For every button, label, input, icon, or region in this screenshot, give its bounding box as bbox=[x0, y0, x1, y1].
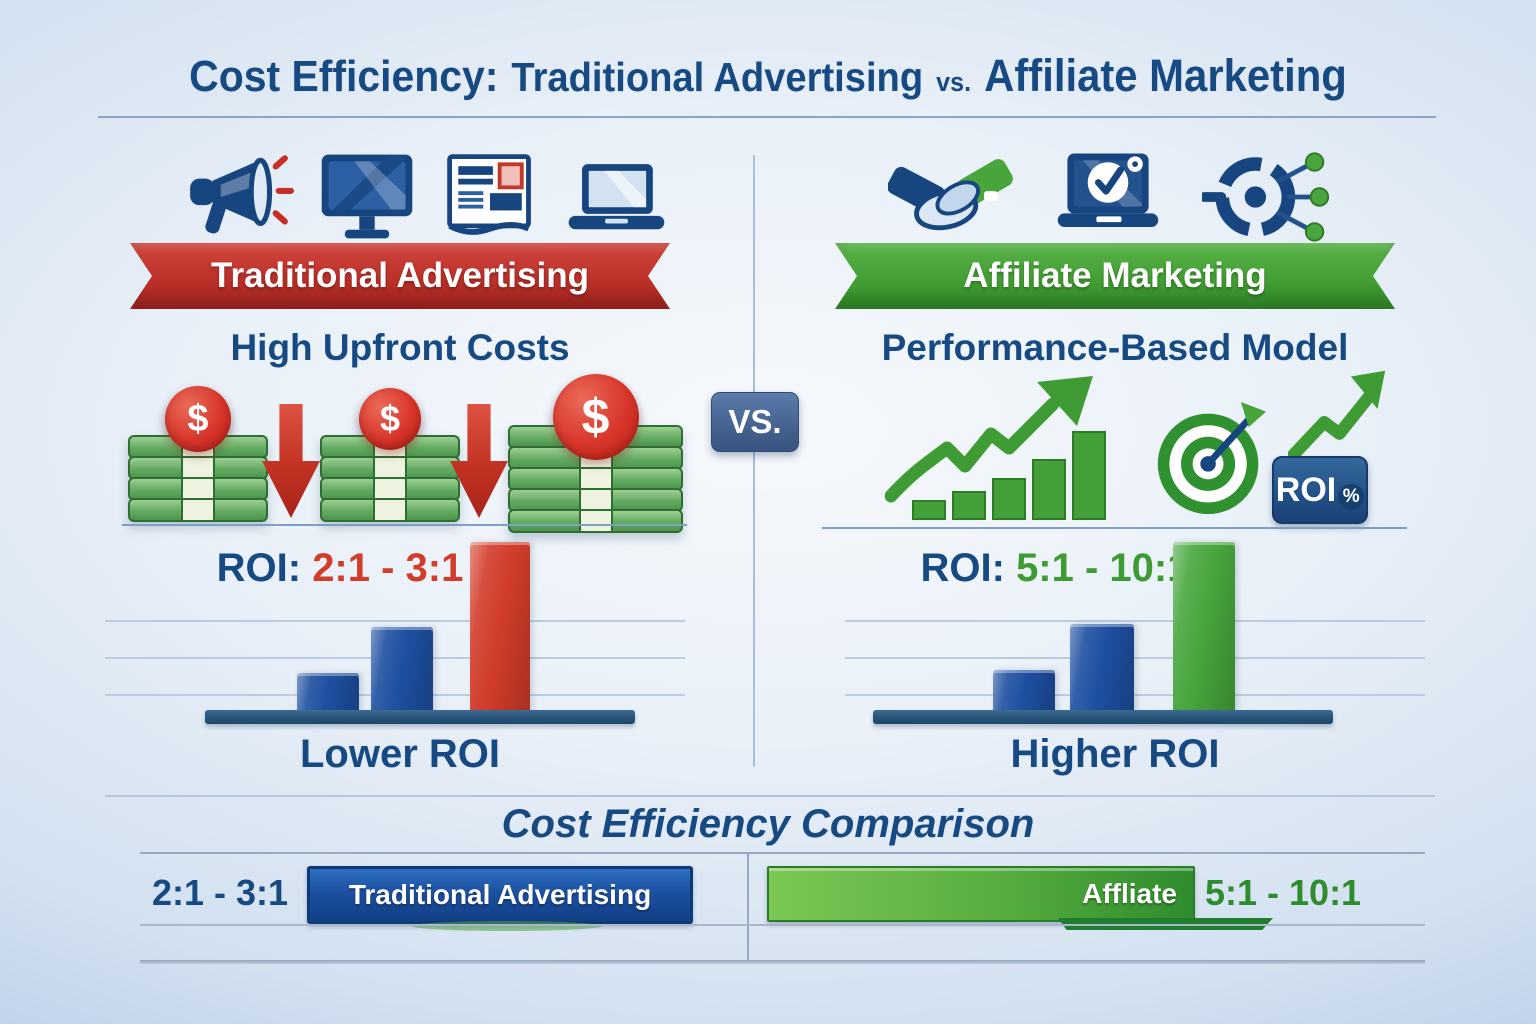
title-prefix: Cost Efficiency: bbox=[189, 52, 499, 101]
affiliate-section-divider bbox=[822, 527, 1407, 529]
laptop-icon bbox=[568, 164, 665, 230]
traditional-roi-line: ROI: 2:1 - 3:1 bbox=[130, 546, 550, 591]
dollar-sign: $ bbox=[187, 397, 209, 440]
center-divider bbox=[753, 155, 755, 767]
traditional-ratio: 2:1 - 3:1 bbox=[152, 872, 289, 913]
handshake-icon bbox=[888, 159, 1013, 231]
chart-bar bbox=[1070, 623, 1134, 712]
growth-chart-icon bbox=[885, 376, 1106, 520]
roi-badge-label: ROI bbox=[1275, 470, 1337, 509]
comparison-title: Cost Efficiency Comparison bbox=[501, 802, 1035, 846]
comparison-center-divider bbox=[747, 852, 749, 963]
page-title: Cost Efficiency: Traditional Advertising… bbox=[54, 50, 1482, 102]
affiliate-banner: Affiliate Marketing bbox=[835, 243, 1395, 309]
traditional-section-divider bbox=[122, 524, 687, 526]
traditional-banner: Traditional Advertising bbox=[130, 243, 670, 309]
money-stack: $ bbox=[128, 386, 268, 522]
money-stack: $ bbox=[320, 388, 460, 522]
gridline bbox=[845, 694, 1425, 696]
gridline bbox=[845, 620, 1425, 622]
title-segment-traditional: Traditional Advertising bbox=[511, 54, 924, 100]
traditional-icons-row bbox=[182, 148, 671, 246]
affiliate-comparison-bar: Affliate bbox=[767, 866, 1195, 922]
traditional-comparison-bar: Traditional Advertising bbox=[307, 866, 693, 924]
header-divider bbox=[98, 116, 1436, 118]
roi-arrow-icon bbox=[1288, 370, 1386, 461]
comparison-row-bottom-line bbox=[140, 924, 1425, 926]
traditional-subtitle: High Upfront Costs bbox=[230, 327, 570, 368]
network-target-icon bbox=[1202, 152, 1330, 242]
chart-bar bbox=[297, 672, 359, 712]
roi-label: ROI: bbox=[216, 546, 302, 590]
roi-percent-badge: ROI % bbox=[1272, 456, 1368, 524]
title-segment-affiliate: Affiliate Marketing bbox=[984, 50, 1347, 101]
chart-bar bbox=[470, 542, 530, 712]
money-stack: $ bbox=[508, 374, 683, 533]
traditional-roi-chart bbox=[105, 542, 685, 724]
dollar-sign: $ bbox=[581, 389, 610, 445]
traditional-roi-caption: Lower ROI bbox=[299, 732, 501, 776]
gridline bbox=[105, 620, 685, 622]
newspaper-icon bbox=[447, 154, 531, 235]
percent-icon: % bbox=[1338, 484, 1365, 510]
affiliate-comparison-label: Affliate bbox=[1082, 878, 1177, 909]
down-arrow-icon bbox=[262, 404, 320, 518]
roi-range: 2:1 - 3:1 bbox=[312, 546, 464, 590]
comparison-footer-line bbox=[140, 960, 1425, 964]
green-swoosh bbox=[412, 921, 602, 931]
affiliate-roi-line: ROI: 5:1 - 10:1 bbox=[845, 546, 1265, 591]
traditional-banner-label: Traditional Advertising bbox=[211, 256, 589, 295]
vs-badge-label: VS. bbox=[728, 403, 782, 440]
roi-label: ROI: bbox=[920, 546, 1005, 590]
vs-badge: VS. bbox=[711, 392, 799, 452]
chart-bar bbox=[371, 627, 433, 712]
dollar-coin-icon: $ bbox=[359, 388, 421, 450]
dollar-sign: $ bbox=[379, 398, 401, 439]
roi-range: 5:1 - 10:1 bbox=[1016, 546, 1190, 590]
affiliate-roi-chart bbox=[845, 542, 1425, 724]
affiliate-roi-caption: Higher ROI bbox=[1010, 732, 1220, 776]
affiliate-ratio: 5:1 - 10:1 bbox=[1205, 872, 1362, 913]
dollar-coin-icon: $ bbox=[552, 374, 639, 460]
laptop-check-icon bbox=[1057, 153, 1159, 227]
dollar-coin-icon: $ bbox=[165, 386, 231, 452]
target-dart-icon bbox=[1157, 402, 1267, 515]
chart-axis bbox=[205, 710, 635, 724]
traditional-comparison-label: Traditional Advertising bbox=[348, 879, 652, 910]
chart-bar bbox=[1173, 542, 1235, 712]
chart-axis bbox=[873, 710, 1333, 724]
affiliate-icons-row bbox=[888, 148, 1333, 246]
megaphone-icon bbox=[190, 155, 294, 234]
affiliate-subtitle: Performance-Based Model bbox=[881, 327, 1349, 368]
gridline bbox=[845, 657, 1425, 659]
chart-bar bbox=[993, 669, 1055, 712]
affiliate-banner-label: Affiliate Marketing bbox=[963, 256, 1267, 295]
monitor-icon bbox=[321, 154, 413, 239]
comparison-row-top-line bbox=[140, 852, 1425, 854]
title-vs: vs. bbox=[936, 67, 972, 97]
comparison-top-divider bbox=[105, 795, 1435, 797]
